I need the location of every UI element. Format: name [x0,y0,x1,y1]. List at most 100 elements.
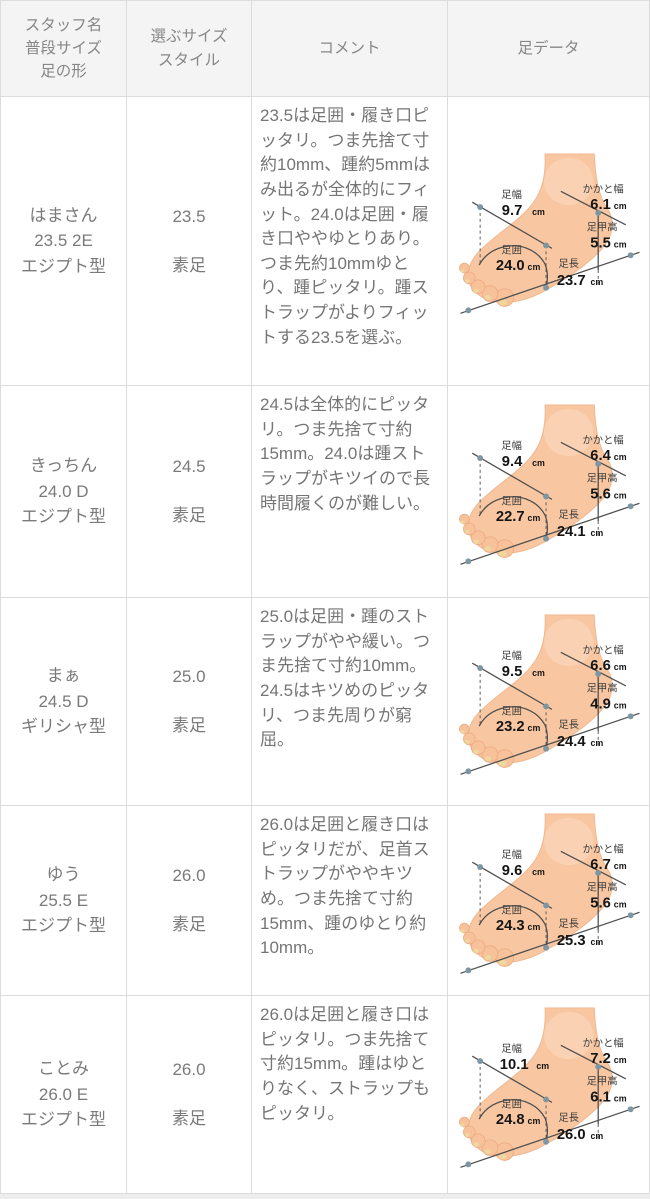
foot-girth-value: 23.2 cm [495,719,540,735]
instep-height-value: 5.6 cm [590,486,626,502]
measurement-labels: 足幅 10.1 cm かかと幅 7.2 cm 足甲高 6.1 cm 足囲 24.8 cm… [495,1036,626,1142]
foot-length-label: 足長 [558,258,579,270]
foot-illustration [458,153,613,307]
foot-width-label: 足幅 [501,649,522,662]
staff-cell: ゆう 25.5 E エジプト型 [1,806,127,996]
foot-length-label: 足長 [558,1112,579,1124]
measurement-lines [459,441,640,565]
chosen-size: 24.5 [172,457,206,476]
size-cell: 26.0 素足 [127,806,252,996]
table-row: きっちん 24.0 D エジプト型 24.5 素足 24.5は全体的にピッタリ。… [1,386,650,598]
foot-width-value: 9.5 cm [501,663,544,679]
instep-height-label: 足甲高 [586,471,617,484]
foot-width-value: 9.4 cm [501,453,544,469]
instep-height-label: 足甲高 [586,221,617,234]
instep-height-value: 5.5 cm [590,235,626,251]
comment-cell: 25.0は足囲・踵のストラップがやや緩い。つま先捨て寸約10mm。24.5はキツ… [252,598,448,806]
foot-measurement-diagram: 足幅 9.4 cm かかと幅 6.4 cm 足甲高 5.6 cm 足囲 22.7 cm … [458,403,640,565]
foot-girth-label: 足囲 [501,1098,522,1110]
measurement-labels: 足幅 9.5 cm かかと幅 6.6 cm 足甲高 4.9 cm 足囲 23.2 cm … [495,643,626,749]
comment-cell: 24.5は全体的にピッタリ。つま先捨て寸約15mm。24.0は踵ストラップがキツ… [252,386,448,598]
heel-width-label: かかと幅 [582,182,623,195]
foot-width-label: 足幅 [501,188,522,201]
foot-length-value: 25.3 cm [556,932,603,948]
instep-height-label: 足甲高 [586,681,617,694]
comment-text: 26.0は足囲と履き口はピッタリだが、足首ストラップがややキツめ。つま先捨て寸約… [260,815,430,958]
foot-length-label: 足長 [558,719,579,731]
comment-cell: 26.0は足囲と履き口はピッタリだが、足首ストラップがややキツめ。つま先捨て寸約… [252,806,448,996]
heel-width-label: かかと幅 [582,433,623,446]
measurement-labels: 足幅 9.7 cm かかと幅 6.1 cm 足甲高 5.5 cm 足囲 24.0 cm … [495,182,626,288]
style-label: 素足 [172,506,206,525]
foot-girth-value: 24.3 cm [495,918,540,934]
header-comment: コメント [252,1,448,97]
foot-illustration [458,403,613,558]
measurement-lines [459,651,640,775]
comment-cell: 23.5は足囲・履き口ピッタリ。つま先捨て寸約10mm、踵約5mmはみ出るが全体… [252,97,448,386]
heel-width-label: かかと幅 [582,1036,623,1049]
foot-width-value: 9.6 cm [501,862,544,878]
staff-cell: はまさん 23.5 2E エジプト型 [1,97,127,386]
style-label: 素足 [172,255,206,275]
foot-illustration [458,1006,613,1161]
chosen-size: 26.0 [172,866,206,885]
foot-measurement-diagram: 足幅 10.1 cm かかと幅 7.2 cm 足甲高 6.1 cm 足囲 24.8 cm… [458,1006,640,1168]
foot-length-label: 足長 [558,509,579,521]
heel-width-label: かかと幅 [582,643,623,656]
foot-girth-value: 22.7 cm [495,509,540,525]
comment-text: 25.0は足囲・踵のストラップがやや緩い。つま先捨て寸約10mm。24.5はキツ… [260,607,430,750]
foot-data-cell: 足幅 9.7 cm かかと幅 6.1 cm 足甲高 5.5 cm 足囲 24.0 cm … [448,97,650,386]
foot-girth-value: 24.8 cm [495,1112,540,1128]
chosen-size: 26.0 [172,1060,206,1079]
foot-data-cell: 足幅 10.1 cm かかと幅 7.2 cm 足甲高 6.1 cm 足囲 24.8 cm… [448,996,650,1194]
foot-data-cell: 足幅 9.5 cm かかと幅 6.6 cm 足甲高 4.9 cm 足囲 23.2 cm … [448,598,650,806]
table-row: ゆう 25.5 E エジプト型 26.0 素足 26.0は足囲と履き口はピッタリ… [1,806,650,996]
header-chosen-size: 選ぶサイズ スタイル [127,1,252,97]
foot-width-value: 9.7 cm [501,203,544,219]
foot-width-label: 足幅 [501,439,522,452]
instep-height-value: 6.1 cm [590,1089,626,1105]
style-label: 素足 [172,915,206,934]
header-foot-data: 足データ [448,1,650,97]
foot-length-value: 26.0 cm [556,1126,603,1142]
foot-measurement-diagram: 足幅 9.5 cm かかと幅 6.6 cm 足甲高 4.9 cm 足囲 23.2 cm … [458,613,640,775]
instep-height-value: 5.6 cm [590,895,626,911]
foot-measurement-diagram: 足幅 9.6 cm かかと幅 6.7 cm 足甲高 5.6 cm 足囲 24.3 cm … [458,812,640,974]
instep-height-label: 足甲高 [586,880,617,893]
heel-width-value: 6.6 cm [590,658,626,674]
foot-data-cell: 足幅 9.4 cm かかと幅 6.4 cm 足甲高 5.6 cm 足囲 22.7 cm … [448,386,650,598]
staff-cell: ことみ 26.0 E エジプト型 [1,996,127,1194]
table-row: まぁ 24.5 D ギリシャ型 25.0 素足 25.0は足囲・踵のストラップが… [1,598,650,806]
table-row: ことみ 26.0 E エジプト型 26.0 素足 26.0は足囲と履き口はピッタ… [1,996,650,1194]
style-label: 素足 [172,1109,206,1128]
foot-girth-label: 足囲 [501,904,522,916]
measurement-lines [459,850,640,974]
heel-width-value: 6.1 cm [590,197,626,213]
measurement-labels: 足幅 9.4 cm かかと幅 6.4 cm 足甲高 5.6 cm 足囲 22.7 cm … [495,433,626,539]
size-cell: 25.0 素足 [127,598,252,806]
foot-illustration [458,812,613,967]
staff-cell: きっちん 24.0 D エジプト型 [1,386,127,598]
measurement-lines [459,1044,640,1168]
size-cell: 23.5 素足 [127,97,252,386]
table-header-row: スタッフ名 普段サイズ 足の形 選ぶサイズ スタイル コメント 足データ [1,1,650,97]
measurement-labels: 足幅 9.6 cm かかと幅 6.7 cm 足甲高 5.6 cm 足囲 24.3 cm … [495,842,626,948]
foot-length-value: 24.1 cm [556,523,603,539]
foot-measurement-diagram: 足幅 9.7 cm かかと幅 6.1 cm 足甲高 5.5 cm 足囲 24.0 cm … [458,153,640,314]
foot-width-label: 足幅 [501,848,522,861]
heel-width-value: 7.2 cm [590,1051,626,1067]
foot-data-cell: 足幅 9.6 cm かかと幅 6.7 cm 足甲高 5.6 cm 足囲 24.3 cm … [448,806,650,996]
size-cell: 26.0 素足 [127,996,252,1194]
style-label: 素足 [172,716,206,735]
foot-length-value: 23.7 cm [556,273,603,289]
header-staff: スタッフ名 普段サイズ 足の形 [1,1,127,97]
chosen-size: 25.0 [172,667,206,686]
heel-width-label: かかと幅 [582,842,623,855]
comment-cell: 26.0は足囲と履き口はピッタリ。つま先捨て寸約15mm。踵はゆとりなく、ストラ… [252,996,448,1194]
foot-girth-label: 足囲 [501,244,522,256]
heel-width-value: 6.7 cm [590,857,626,873]
foot-width-label: 足幅 [501,1042,522,1055]
foot-length-label: 足長 [558,918,579,930]
next-section-edge [0,1194,650,1199]
heel-width-value: 6.4 cm [590,448,626,464]
